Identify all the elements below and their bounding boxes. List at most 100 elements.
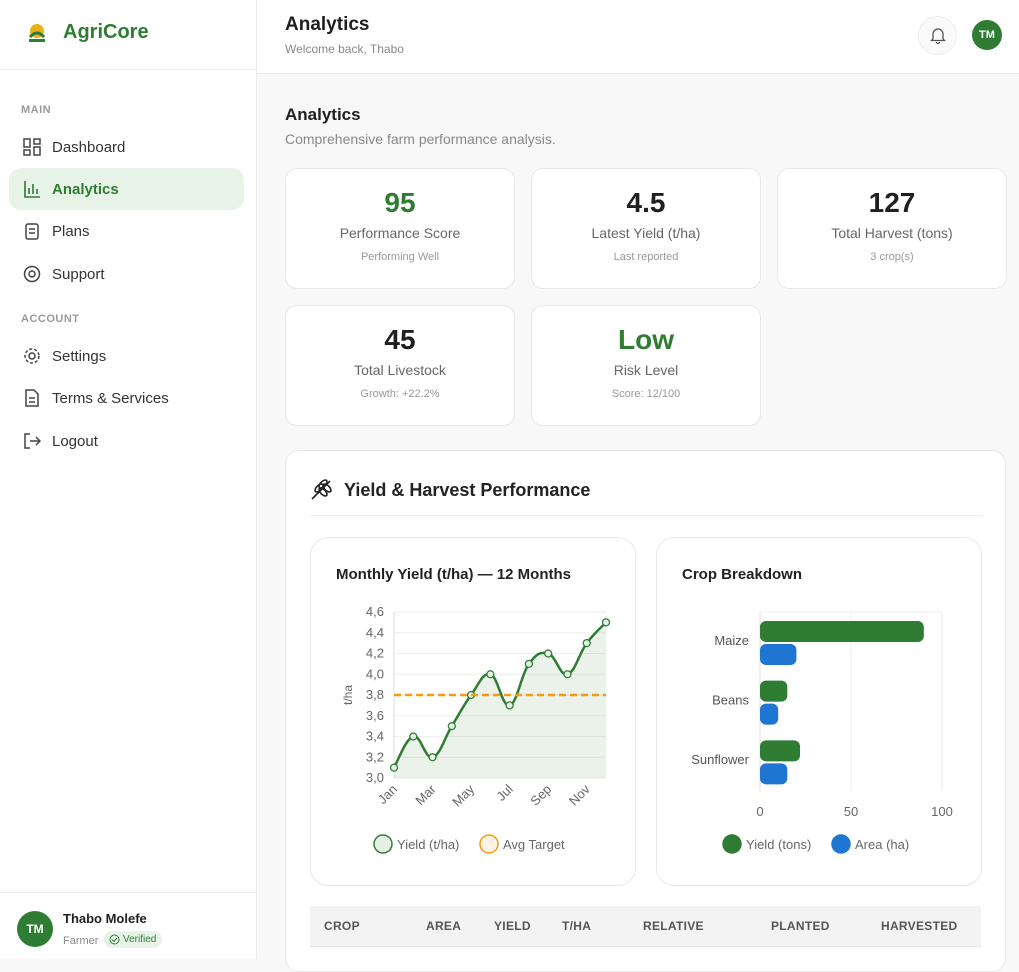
icon xyxy=(23,138,41,156)
nav-section: MAIN xyxy=(21,104,52,116)
nav-item-active[interactable]: Analytics xyxy=(9,168,244,210)
legend-marker xyxy=(479,834,499,854)
icon xyxy=(25,389,39,407)
nav-item[interactable]: Dashboard xyxy=(9,126,244,168)
stat-value: 45 xyxy=(384,324,416,355)
nav-item[interactable]: Terms & Services xyxy=(9,377,244,419)
stat-card: 4.5 Latest Yield (t/ha) Last reported xyxy=(531,168,761,289)
column-header: RELATIVE xyxy=(643,919,704,933)
notifications[interactable] xyxy=(918,16,957,55)
nav-item[interactable]: Settings xyxy=(9,335,244,377)
column-header: T/HA xyxy=(562,919,592,933)
point xyxy=(601,618,611,627)
x-tick-label: Jan xyxy=(375,782,400,807)
point xyxy=(486,670,495,679)
nav-label: Logout xyxy=(52,432,98,450)
stat-note: 3 crop(s) xyxy=(870,251,914,263)
logo xyxy=(28,24,46,42)
point xyxy=(582,638,591,648)
y-tick-label: 3,2 xyxy=(366,749,384,764)
header-subtitle: Welcome back, Thabo xyxy=(285,42,404,56)
page-title: Analytics xyxy=(285,105,361,124)
x-tick-label: Jul xyxy=(493,781,515,803)
bell xyxy=(930,28,946,44)
point xyxy=(428,753,437,762)
header: Analytics Welcome back, Thabo TM xyxy=(257,0,1019,74)
avatar[interactable]: TM xyxy=(972,20,1002,50)
chart-card: Crop Breakdown 0 50 100 Maize Beans Sunflower Y… xyxy=(656,537,982,886)
y-tick-label: 4,6 xyxy=(366,604,384,619)
table-header xyxy=(310,906,981,947)
nav-item[interactable]: Logout xyxy=(9,420,244,462)
x-tick-label: 0 xyxy=(756,804,763,819)
nav-item[interactable]: Plans xyxy=(9,210,244,252)
avatar: TM xyxy=(17,911,53,947)
user-name: Thabo Molefe xyxy=(63,911,147,926)
y-tick-label: 3,4 xyxy=(366,729,384,744)
icon xyxy=(24,348,40,364)
column-header: CROP xyxy=(324,919,360,933)
badge-text: Verified xyxy=(123,934,157,945)
nav-label: Support xyxy=(52,265,105,283)
section-title: Yield & Harvest Performance xyxy=(344,480,591,500)
divider xyxy=(0,69,256,70)
bar xyxy=(760,703,779,725)
icon xyxy=(109,934,120,945)
y-tick-label: 3,8 xyxy=(366,687,384,702)
bar xyxy=(760,621,924,642)
stat-value: 127 xyxy=(868,187,916,218)
chart-title: Monthly Yield (t/ha) — 12 Months xyxy=(336,566,571,583)
legend-marker xyxy=(722,834,742,854)
point xyxy=(524,659,534,669)
stat-value: 95 xyxy=(384,187,416,218)
y-tick-label: 4,0 xyxy=(366,666,384,681)
point xyxy=(505,701,514,710)
stat-note: Score: 12/100 xyxy=(611,388,681,400)
area xyxy=(394,622,606,778)
y-tick-label: Beans xyxy=(712,693,749,708)
legend-marker xyxy=(373,834,393,854)
stat-value: Low xyxy=(618,324,674,355)
x-tick-label: May xyxy=(449,781,477,809)
x-tick-label: Sep xyxy=(527,782,554,809)
legend-label: Yield (t/ha) xyxy=(397,837,459,852)
column-header: AREA xyxy=(426,919,462,933)
point xyxy=(409,732,418,741)
stat-label: Latest Yield (t/ha) xyxy=(591,225,701,241)
y-tick-label: Maize xyxy=(714,633,749,648)
chart-title: Crop Breakdown xyxy=(682,566,802,583)
nav-label: Settings xyxy=(52,347,107,365)
sidebar: AgriCore MAIN Dashboard Analytics Plans … xyxy=(0,0,257,959)
y-tick-label: Sunflower xyxy=(691,752,749,767)
stat-card: 127 Total Harvest (tons) 3 crop(s) xyxy=(777,168,1007,289)
x-tick-label: Nov xyxy=(566,781,593,808)
page-subtitle: Comprehensive farm performance analysis. xyxy=(285,131,556,147)
x-tick-label: Mar xyxy=(412,781,439,808)
stat-note: Last reported xyxy=(613,251,679,263)
stat-label: Total Harvest (tons) xyxy=(831,225,953,241)
point xyxy=(544,649,553,658)
bar xyxy=(760,740,801,762)
column-header: YIELD xyxy=(494,919,531,933)
legend-label: Area (ha) xyxy=(855,837,909,852)
chart-card: Monthly Yield (t/ha) — 12 Months 3,0 3,2 3,… xyxy=(310,537,636,886)
point xyxy=(389,763,399,772)
bar-chart: Crop Breakdown 0 50 100 Maize Beans Sunflower Y… xyxy=(682,566,953,854)
bar xyxy=(760,680,788,702)
divider xyxy=(0,892,256,893)
y-tick-label: 3,6 xyxy=(366,708,384,723)
stat-label: Total Livestock xyxy=(354,362,446,378)
stat-note: Growth: +22.2% xyxy=(360,388,440,400)
legend-marker xyxy=(831,834,851,854)
column-header: HARVESTED xyxy=(881,919,958,933)
x-tick-label: 50 xyxy=(844,804,858,819)
point xyxy=(447,721,456,731)
icon xyxy=(23,265,41,283)
nav-item[interactable]: Support xyxy=(9,253,244,295)
legend-label: Yield (tons) xyxy=(746,837,811,852)
bar xyxy=(760,763,788,785)
nav-label: Terms & Services xyxy=(52,389,169,407)
header-title: Analytics xyxy=(285,14,370,35)
stat-label: Risk Level xyxy=(613,362,679,378)
